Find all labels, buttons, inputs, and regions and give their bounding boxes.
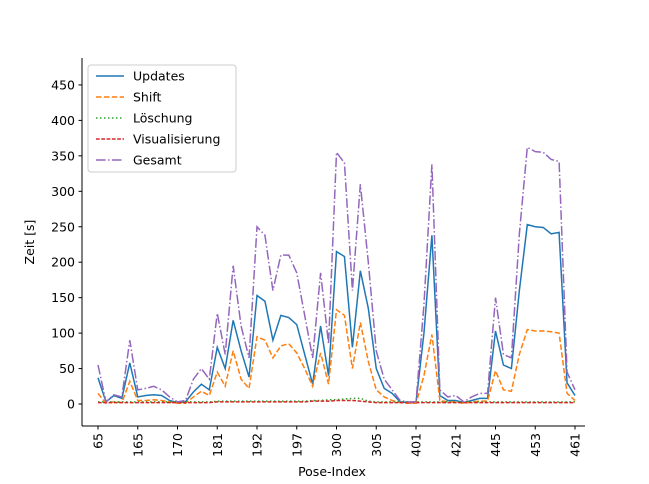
legend-label: Visualisierung (133, 132, 220, 147)
x-tick-label: 421 (448, 433, 463, 457)
x-tick-label: 192 (250, 433, 265, 457)
x-tick-label: 170 (170, 433, 185, 457)
series-line (97, 146, 576, 404)
legend-label: Shift (133, 90, 162, 105)
x-axis-label: Pose-Index (298, 464, 366, 479)
series-line (97, 308, 576, 405)
x-tick-label: 453 (528, 433, 543, 457)
legend-label: Updates (133, 69, 185, 84)
legend-label: Löschung (133, 111, 192, 126)
y-tick-label: 150 (51, 290, 75, 305)
x-tick-label: 181 (210, 433, 225, 457)
legend-box (87, 64, 237, 173)
x-tick-label: 445 (488, 433, 503, 457)
x-tick-label: 401 (409, 433, 424, 457)
y-axis-label: Zeit [s] (22, 220, 37, 265)
y-tick-label: 0 (67, 397, 75, 412)
x-tick-label: 300 (329, 433, 344, 457)
y-tick-label: 400 (51, 113, 75, 128)
x-tick-label: 65 (91, 433, 106, 449)
x-tick-label: 305 (369, 433, 384, 457)
y-tick-label: 100 (51, 326, 75, 341)
legend-label: Gesamt (133, 153, 182, 168)
x-tick-label: 197 (289, 433, 304, 457)
y-tick-label: 300 (51, 184, 75, 199)
y-tick-label: 450 (51, 77, 75, 92)
y-tick-label: 350 (51, 148, 75, 163)
y-tick-label: 250 (51, 219, 75, 234)
x-tick-label: 461 (568, 433, 583, 457)
x-tick-label: 165 (130, 433, 145, 457)
y-tick-label: 50 (59, 361, 75, 376)
y-tick-label: 200 (51, 255, 75, 270)
